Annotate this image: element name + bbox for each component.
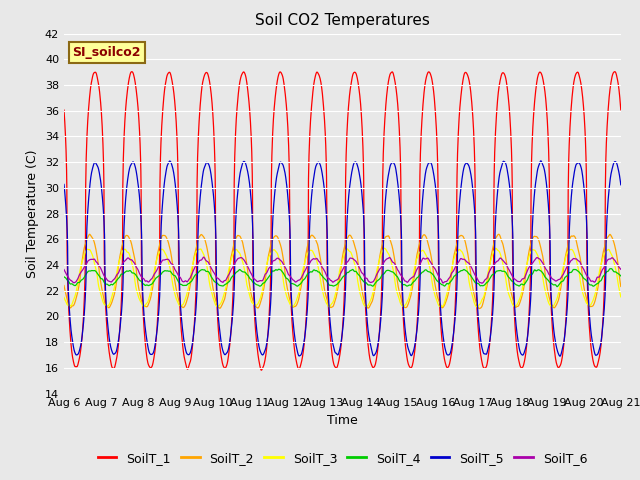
SoilT_1 [611, 69, 619, 74]
SoilT_5 [358, 196, 366, 202]
SoilT_4 [60, 274, 68, 280]
SoilT_4 [568, 269, 575, 275]
SoilT_1 [568, 97, 575, 103]
SoilT_2 [371, 287, 379, 293]
SoilT_1 [504, 95, 512, 101]
SoilT_6 [359, 271, 367, 276]
SoilT_6 [617, 266, 625, 272]
SoilT_2 [505, 276, 513, 282]
SoilT_1 [257, 367, 265, 373]
Legend: SoilT_1, SoilT_2, SoilT_3, SoilT_4, SoilT_5, SoilT_6: SoilT_1, SoilT_2, SoilT_3, SoilT_4, Soil… [93, 447, 592, 469]
Line: SoilT_4: SoilT_4 [64, 269, 621, 287]
SoilT_5 [60, 181, 68, 187]
SoilT_3 [60, 294, 68, 300]
SoilT_2 [617, 284, 625, 289]
SoilT_2 [216, 305, 223, 311]
Text: SI_soilco2: SI_soilco2 [72, 46, 141, 59]
SoilT_5 [584, 269, 591, 275]
SoilT_3 [371, 282, 379, 288]
SoilT_1 [216, 337, 223, 343]
X-axis label: Time: Time [327, 414, 358, 427]
SoilT_6 [505, 266, 513, 272]
SoilT_5 [617, 182, 625, 188]
SoilT_3 [380, 245, 388, 251]
SoilT_3 [505, 291, 513, 297]
SoilT_4 [371, 281, 378, 287]
Y-axis label: Soil Temperature (C): Soil Temperature (C) [26, 149, 39, 278]
SoilT_6 [371, 276, 379, 282]
Line: SoilT_6: SoilT_6 [64, 257, 621, 283]
SoilT_6 [216, 277, 223, 283]
SoilT_4 [617, 273, 625, 279]
Line: SoilT_2: SoilT_2 [64, 234, 621, 309]
SoilT_4 [216, 282, 223, 288]
SoilT_3 [216, 302, 223, 308]
SoilT_6 [60, 267, 68, 273]
SoilT_2 [568, 233, 576, 239]
SoilT_6 [568, 257, 576, 263]
SoilT_3 [584, 301, 591, 307]
SoilT_2 [86, 231, 93, 237]
SoilT_1 [60, 107, 68, 113]
SoilT_5 [216, 324, 223, 329]
SoilT_4 [584, 279, 591, 285]
SoilT_4 [358, 277, 366, 283]
SoilT_2 [359, 291, 367, 297]
Line: SoilT_1: SoilT_1 [64, 72, 621, 370]
SoilT_4 [607, 266, 615, 272]
SoilT_6 [478, 280, 486, 286]
SoilT_1 [617, 107, 625, 113]
SoilT_3 [568, 247, 576, 252]
SoilT_3 [359, 299, 367, 305]
SoilT_2 [476, 306, 483, 312]
Line: SoilT_3: SoilT_3 [64, 248, 621, 307]
SoilT_1 [584, 277, 591, 283]
SoilT_6 [200, 254, 207, 260]
Line: SoilT_5: SoilT_5 [64, 161, 621, 356]
SoilT_1 [371, 363, 379, 369]
SoilT_4 [504, 274, 512, 279]
Title: Soil CO2 Temperatures: Soil CO2 Temperatures [255, 13, 430, 28]
SoilT_3 [617, 294, 625, 300]
SoilT_5 [537, 158, 545, 164]
SoilT_6 [584, 274, 591, 280]
SoilT_5 [556, 353, 564, 359]
SoilT_4 [553, 284, 561, 289]
SoilT_5 [504, 172, 512, 178]
SoilT_2 [584, 300, 591, 306]
SoilT_3 [214, 304, 221, 310]
SoilT_1 [359, 137, 367, 143]
SoilT_5 [568, 186, 576, 192]
SoilT_2 [60, 283, 68, 288]
SoilT_5 [371, 352, 378, 358]
